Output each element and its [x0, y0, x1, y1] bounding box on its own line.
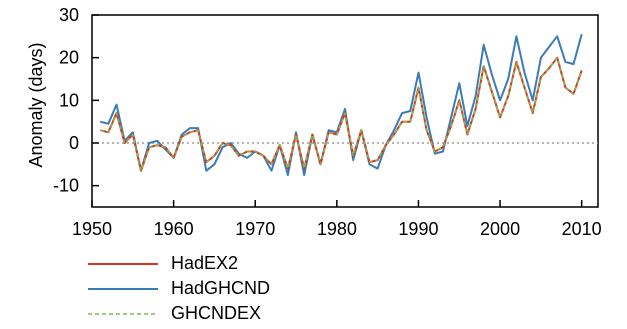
y-tick-label: 30 [59, 5, 79, 25]
y-tick-label: 20 [59, 48, 79, 68]
x-tick-label: 1970 [235, 219, 275, 239]
x-tick-label: 1990 [398, 219, 438, 239]
legend-swatch-ghcndex [88, 313, 158, 315]
legend-swatch-hadghcnd [88, 288, 158, 290]
x-tick-label: 2000 [480, 219, 520, 239]
legend-swatch-hadex2 [88, 263, 158, 265]
legend-label-ghcndex: GHCNDEX [171, 303, 262, 323]
y-tick-label: 0 [69, 133, 79, 153]
x-tick-label: 1950 [72, 219, 112, 239]
series-line-ghcndex [100, 56, 583, 172]
x-tick-label: 1960 [154, 219, 194, 239]
x-tick-label: 2010 [562, 219, 602, 239]
plot-frame [91, 14, 599, 208]
x-tick-label: 1980 [317, 219, 357, 239]
series-line-hadghcnd [99, 33, 583, 176]
y-axis-label: Anomaly (days) [26, 42, 46, 167]
legend-label-hadghcnd: HadGHCND [171, 278, 271, 298]
y-tick-label: -10 [53, 176, 79, 196]
legend-label-hadex2: HadEX2 [171, 253, 239, 273]
y-tick-label: 10 [59, 90, 79, 110]
